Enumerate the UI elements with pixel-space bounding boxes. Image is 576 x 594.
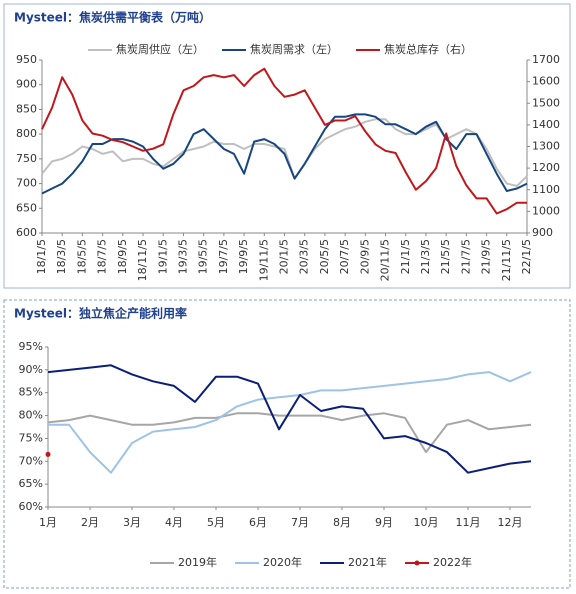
y-tick-label: 650 <box>16 201 37 214</box>
y-tick-label: 90% <box>19 363 43 376</box>
point <box>45 451 51 457</box>
series-line <box>48 371 532 474</box>
x-tick-label: 19/5/5 <box>197 239 210 274</box>
x-tick-label: 10月 <box>414 516 439 529</box>
y-tick-label: 950 <box>16 53 37 66</box>
x-tick-label: 18/5/5 <box>75 239 88 274</box>
y2-tick-label: 1100 <box>532 183 560 196</box>
frame <box>3 299 571 589</box>
y2-tick-label: 1700 <box>532 53 560 66</box>
x-tick-label: 20/9/5 <box>358 239 371 274</box>
y2-tick-label: 1400 <box>532 118 560 131</box>
x-tick-label: 19/7/5 <box>217 239 230 274</box>
legend-label: 2021年 <box>348 555 387 569</box>
y-tick-label: 600 <box>16 226 37 239</box>
x-tick-label: 19/1/5 <box>156 239 169 274</box>
x-tick-label: 12月 <box>498 516 523 529</box>
x-tick-label: 6月 <box>249 516 267 529</box>
x-tick-label: 21/9/5 <box>480 239 493 274</box>
x-tick-label: 22/1/5 <box>520 239 533 274</box>
chart-title: Mysteel：独立焦企产能利用率 <box>14 306 187 321</box>
y2-tick-label: 900 <box>532 226 553 239</box>
y-tick-label: 750 <box>16 152 37 165</box>
x-tick-label: 21/1/5 <box>399 239 412 274</box>
x-tick-label: 4月 <box>165 516 183 529</box>
x-tick-label: 20/5/5 <box>318 239 331 274</box>
legend-label: 2022年 <box>433 555 472 569</box>
x-tick-label: 18/7/5 <box>96 239 109 274</box>
x-tick-label: 18/3/5 <box>55 239 68 274</box>
y2-tick-label: 1500 <box>532 96 560 109</box>
x-tick-label: 3月 <box>123 516 141 529</box>
x-tick-label: 2月 <box>81 516 99 529</box>
x-tick-label: 19/3/5 <box>176 239 189 274</box>
y2-tick-label: 1600 <box>532 75 560 88</box>
y2-tick-label: 1200 <box>532 161 560 174</box>
series-line <box>41 113 528 195</box>
legend-label: 焦炭周需求（左） <box>250 43 338 56</box>
series-line <box>47 364 532 474</box>
legend-label: 焦炭总库存（右） <box>384 42 472 56</box>
x-tick-label: 18/9/5 <box>116 239 129 274</box>
x-tick-label: 19/11/5 <box>257 239 270 281</box>
x-tick-label: 19/9/5 <box>237 239 250 274</box>
x-tick-label: 8月 <box>333 516 351 529</box>
y-tick-label: 700 <box>16 177 37 190</box>
y-tick-label: 900 <box>16 78 37 91</box>
x-tick-label: 20/11/5 <box>379 239 392 281</box>
x-tick-label: 21/5/5 <box>439 239 452 274</box>
x-tick-label: 5月 <box>207 516 225 529</box>
y2-tick-label: 1000 <box>532 204 560 217</box>
x-tick-label: 21/3/5 <box>419 239 432 274</box>
x-tick-label: 21/11/5 <box>500 239 513 281</box>
series-line <box>41 67 527 215</box>
legend-marker <box>414 560 420 566</box>
x-tick-label: 20/1/5 <box>278 239 291 274</box>
x-tick-label: 11月 <box>456 516 481 529</box>
frame <box>3 3 571 289</box>
y-tick-label: 60% <box>19 500 43 513</box>
x-tick-label: 1月 <box>39 516 57 529</box>
x-tick-label: 9月 <box>375 516 393 529</box>
x-tick-label: 21/7/5 <box>459 239 472 274</box>
y-tick-label: 800 <box>16 127 37 140</box>
x-tick-label: 20/7/5 <box>338 239 351 274</box>
series-line <box>47 412 532 454</box>
y-tick-label: 85% <box>19 386 43 399</box>
y-tick-label: 850 <box>16 102 37 115</box>
y-tick-label: 80% <box>19 409 43 422</box>
legend-label: 2019年 <box>178 555 217 569</box>
y2-tick-label: 1300 <box>532 140 560 153</box>
x-tick-label: 20/3/5 <box>298 239 311 274</box>
y-tick-label: 70% <box>19 454 43 467</box>
y-tick-label: 95% <box>19 340 43 353</box>
legend-label: 焦炭周供应（左） <box>116 42 204 56</box>
x-tick-label: 7月 <box>291 516 309 529</box>
x-tick-label: 18/11/5 <box>136 239 149 281</box>
y-tick-label: 65% <box>19 477 43 490</box>
y-tick-label: 75% <box>19 431 43 444</box>
chart-title: Mysteel：焦炭供需平衡表（万吨） <box>14 10 211 25</box>
x-tick-label: 18/1/5 <box>35 239 48 274</box>
legend-label: 2020年 <box>263 555 302 569</box>
